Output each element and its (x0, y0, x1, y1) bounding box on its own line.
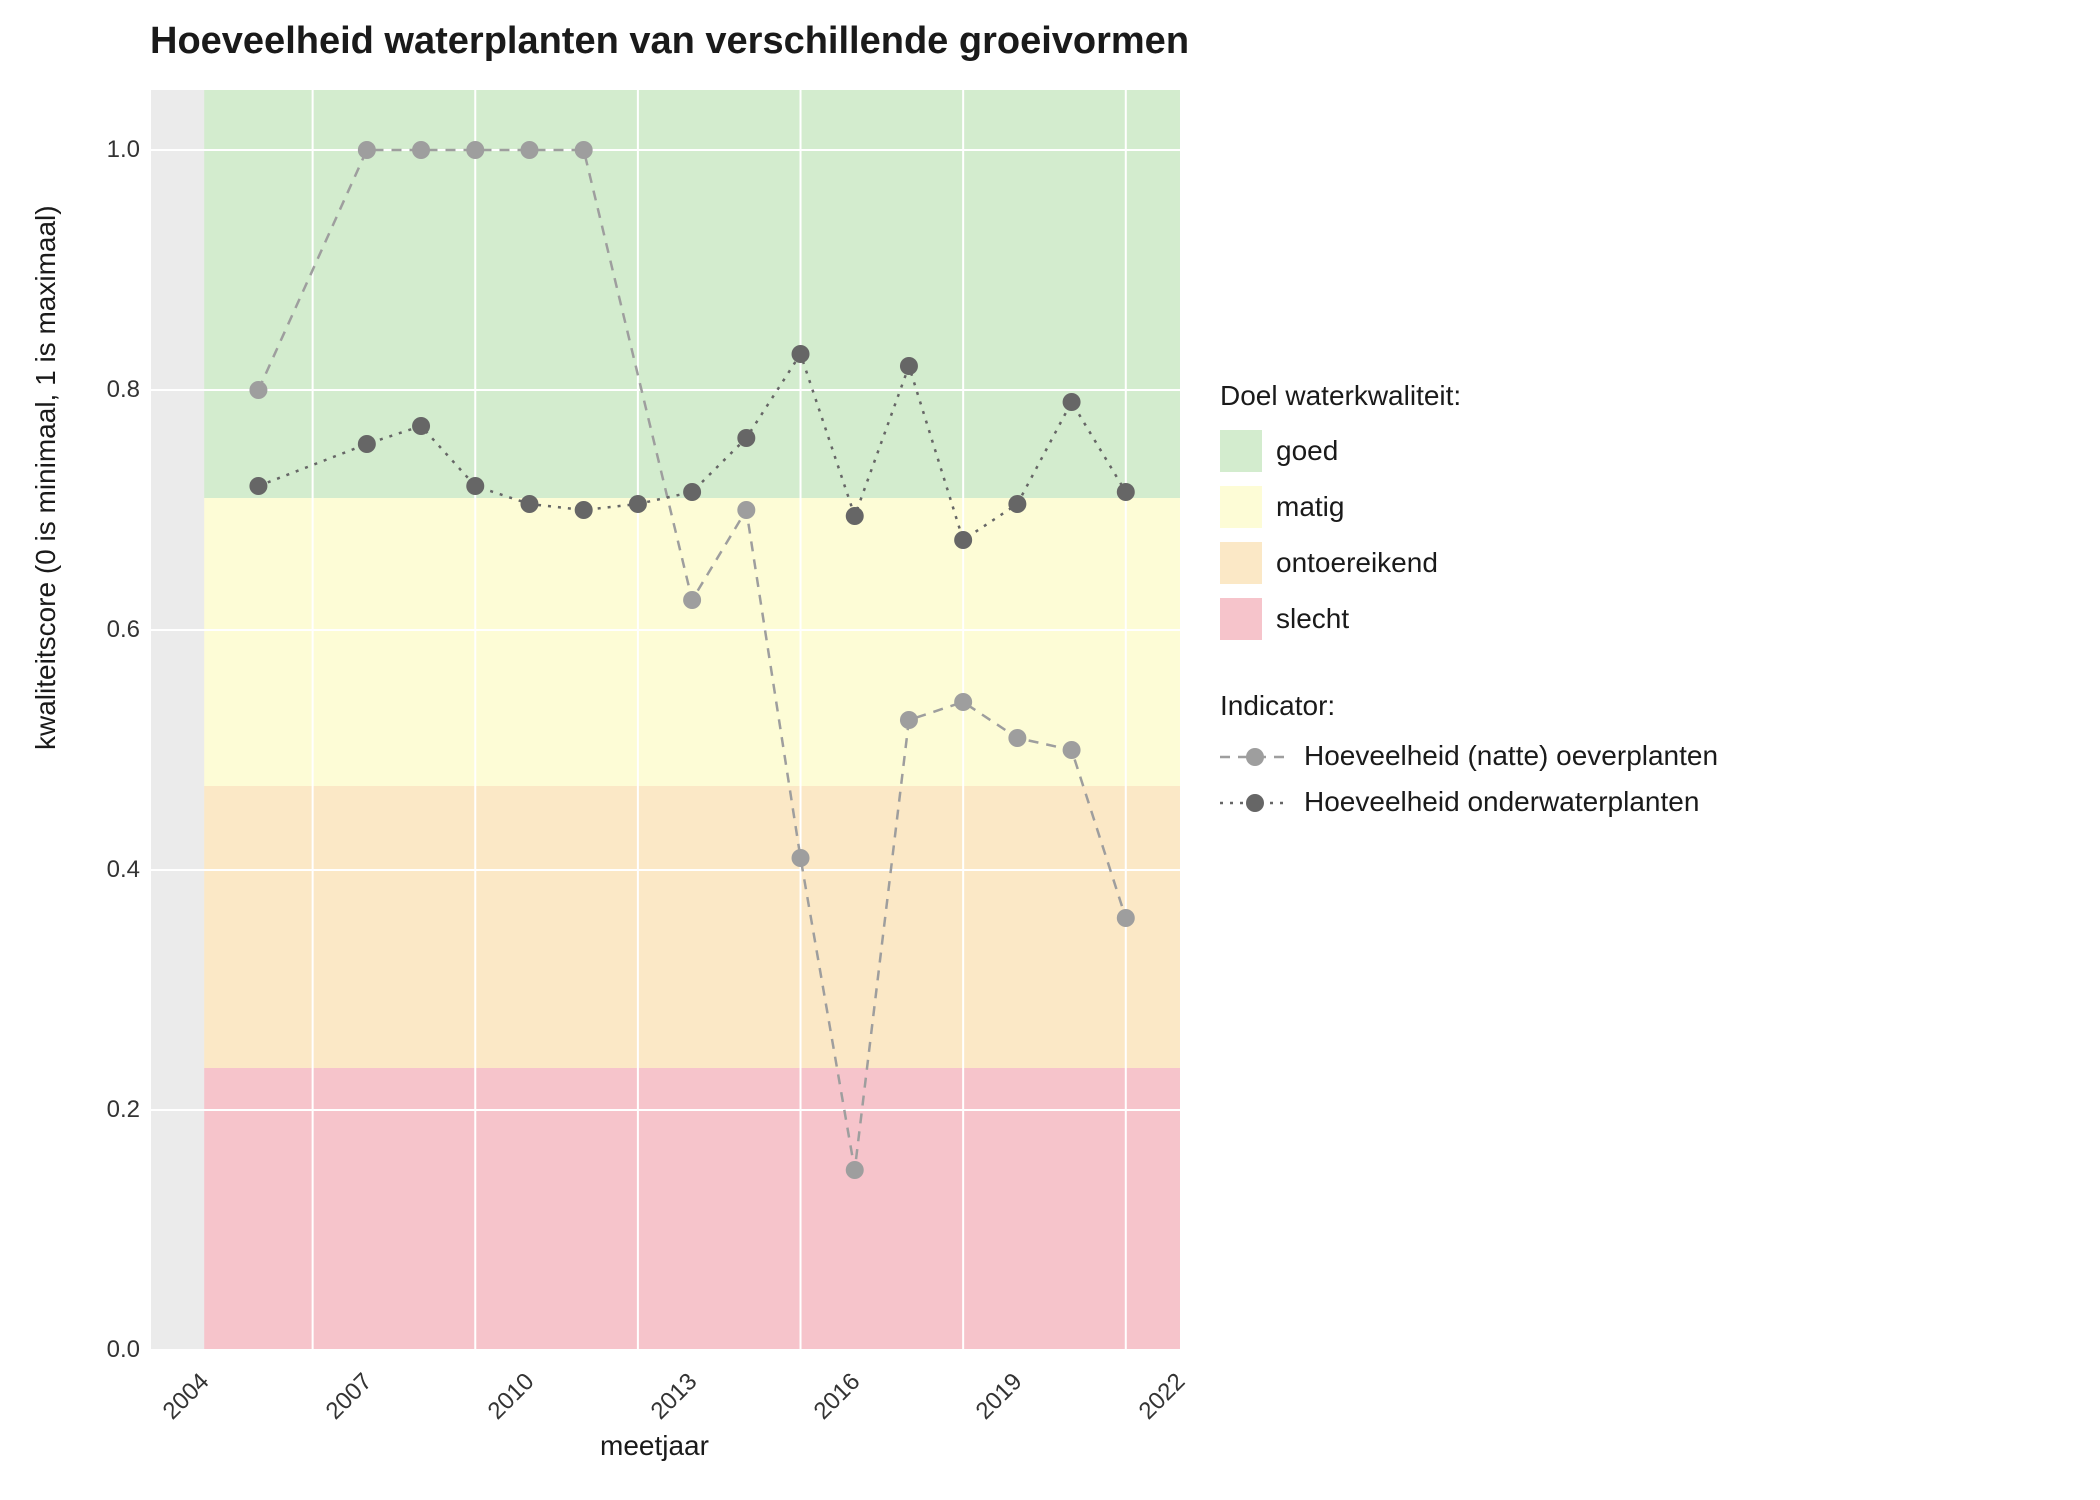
series-point (358, 141, 376, 159)
x-tick-label: 2007 (320, 1368, 378, 1426)
x-tick-label: 2016 (808, 1368, 866, 1426)
series-point (792, 849, 810, 867)
legend-line-sample (1220, 744, 1290, 768)
series-point (900, 357, 918, 375)
series-point (1117, 483, 1135, 501)
series-point (575, 501, 593, 519)
series-point (1008, 495, 1026, 513)
series-point (520, 495, 538, 513)
plot-svg (150, 90, 1180, 1350)
series-point (846, 1161, 864, 1179)
series-point (954, 531, 972, 549)
series-point (249, 477, 267, 495)
series-point (466, 141, 484, 159)
legend-swatch (1220, 598, 1262, 640)
legend-swatch (1220, 430, 1262, 472)
y-tick-label: 0.2 (80, 1096, 140, 1124)
legend-quality-title: Doel waterkwaliteit: (1220, 380, 1718, 412)
series-point (1063, 741, 1081, 759)
x-tick-label: 2013 (646, 1368, 704, 1426)
x-tick-label: 2004 (158, 1368, 216, 1426)
series-point (412, 417, 430, 435)
x-tick-label: 2022 (1133, 1368, 1191, 1426)
y-tick-label: 0.6 (80, 616, 140, 644)
series-point (846, 507, 864, 525)
legend-quality-block: Doel waterkwaliteit: goed matig ontoereike… (1220, 380, 1718, 640)
legend-quality-item: goed (1220, 430, 1718, 472)
legend-swatch (1220, 542, 1262, 584)
series-point (737, 429, 755, 447)
y-tick-label: 0.0 (80, 1336, 140, 1364)
legend-indicator-title: Indicator: (1220, 690, 1718, 722)
series-point (249, 381, 267, 399)
series-point (1117, 909, 1135, 927)
legend-quality-label: matig (1276, 491, 1344, 523)
legend-quality-item: matig (1220, 486, 1718, 528)
legend-swatch (1220, 486, 1262, 528)
y-axis-label: kwaliteitscore (0 is minimaal, 1 is maxi… (30, 205, 62, 750)
legend-indicator-item: Hoeveelheid (natte) oeverplanten (1220, 740, 1718, 772)
series-point (629, 495, 647, 513)
y-tick-label: 0.4 (80, 856, 140, 884)
series-point (466, 477, 484, 495)
series-point (683, 591, 701, 609)
y-tick-label: 1.0 (80, 136, 140, 164)
series-point (683, 483, 701, 501)
series-point (1063, 393, 1081, 411)
series-point (358, 435, 376, 453)
x-axis-label: meetjaar (600, 1430, 709, 1462)
legend-indicator-label: Hoeveelheid onderwaterplanten (1304, 786, 1699, 818)
y-tick-label: 0.8 (80, 376, 140, 404)
legend-quality-item: slecht (1220, 598, 1718, 640)
chart-container: Hoeveelheid waterplanten van verschillen… (0, 0, 2100, 1500)
series-point (520, 141, 538, 159)
series-point (737, 501, 755, 519)
chart-title: Hoeveelheid waterplanten van verschillen… (150, 20, 1189, 63)
legend-indicator-block: Indicator: Hoeveelheid (natte) oeverplan… (1220, 690, 1718, 818)
x-tick-label: 2010 (483, 1368, 541, 1426)
plot-area (150, 90, 1180, 1350)
series-point (900, 711, 918, 729)
series-point (1008, 729, 1026, 747)
series-point (954, 693, 972, 711)
legend-quality-label: slecht (1276, 603, 1349, 635)
legend-line-sample (1220, 790, 1290, 814)
legend-indicator-label: Hoeveelheid (natte) oeverplanten (1304, 740, 1718, 772)
legend-indicator-item: Hoeveelheid onderwaterplanten (1220, 786, 1718, 818)
x-tick-label: 2019 (971, 1368, 1029, 1426)
legend: Doel waterkwaliteit: goed matig ontoereike… (1220, 380, 1718, 868)
series-point (575, 141, 593, 159)
quality-band-ontoereikend (204, 786, 1180, 1068)
legend-quality-label: goed (1276, 435, 1338, 467)
legend-quality-label: ontoereikend (1276, 547, 1438, 579)
series-point (792, 345, 810, 363)
quality-band-goed (204, 90, 1180, 498)
legend-quality-item: ontoereikend (1220, 542, 1718, 584)
series-point (412, 141, 430, 159)
